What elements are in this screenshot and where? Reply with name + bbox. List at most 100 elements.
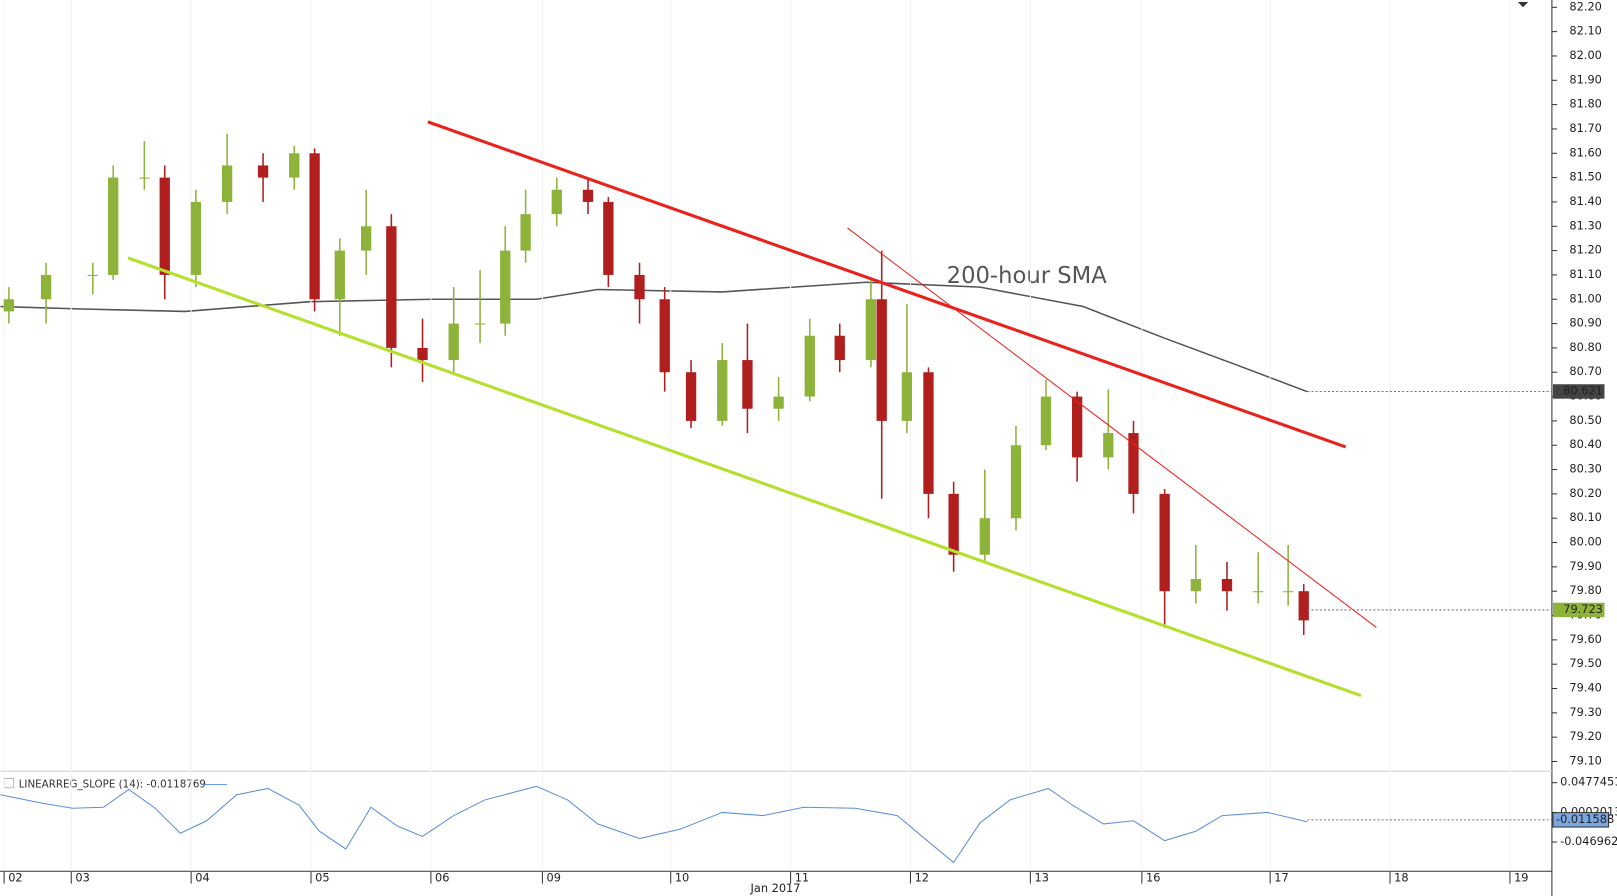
y-tick-label: 80.90 (1569, 316, 1601, 330)
y-tick-label: 82.10 (1569, 24, 1601, 38)
candle-body (659, 299, 670, 373)
indicator-title: LINEARREG_SLOPE (14): -0.0118769 (19, 779, 206, 791)
y-tick-label: 81.50 (1569, 170, 1601, 184)
marker-box (1552, 812, 1610, 828)
candle-body (551, 189, 562, 215)
candle-body (289, 153, 300, 178)
candle-body (309, 153, 320, 300)
y-tick-label: 80.00 (1569, 535, 1601, 549)
candle-body (603, 201, 614, 275)
sma-annotation: 200-hour SMA (947, 263, 1108, 289)
candle-body (1253, 591, 1264, 593)
candle-body (1282, 591, 1294, 593)
trendline (427, 120, 1347, 449)
y-tick-label: 80.30 (1569, 462, 1601, 476)
candle-body (190, 201, 202, 275)
candle-body (159, 177, 170, 275)
candle-body (257, 165, 269, 178)
y-tick-label: 0.0477451 (1560, 775, 1617, 789)
candle-body (1040, 396, 1052, 446)
candle-body (139, 177, 150, 179)
indicator-line (0, 785, 1308, 864)
y-tick-label: 81.60 (1569, 145, 1601, 159)
candle-body (901, 372, 913, 421)
candle-body (386, 226, 397, 348)
candle-body (979, 518, 990, 555)
candle-body (634, 274, 645, 300)
candle-body (361, 226, 372, 251)
y-tick-label: 81.40 (1569, 194, 1601, 208)
x-tick-label: 05 (315, 870, 329, 884)
candle-body (948, 493, 959, 555)
candle-body (742, 360, 753, 409)
x-axis-label: Jan 2017 (750, 881, 801, 895)
y-tick-label: 82.20 (1569, 0, 1601, 13)
y-tick-label: 81.00 (1569, 291, 1601, 305)
x-tick-label: 17 (1274, 870, 1288, 884)
candle-body (3, 299, 15, 312)
candle-body (108, 177, 119, 275)
candle-body (685, 372, 697, 421)
candle-body (474, 323, 486, 325)
y-tick-label: -0.0469626 (1560, 834, 1617, 848)
y-tick-label: 80.50 (1569, 413, 1601, 427)
candle-body (520, 214, 531, 251)
y-tick-label: 79.80 (1569, 583, 1601, 597)
x-tick-label: 02 (8, 870, 22, 884)
y-tick-label: 81.70 (1569, 121, 1601, 135)
y-tick-label: 79.90 (1569, 559, 1601, 573)
x-tick-label: 06 (435, 870, 449, 884)
candle-body (1190, 579, 1201, 592)
y-tick-label: 80.10 (1569, 510, 1601, 524)
y-tick-label: 81.20 (1569, 243, 1601, 257)
x-tick-label: 19 (1514, 870, 1528, 884)
candle-body (717, 360, 728, 421)
menu-arrow[interactable] (1517, 2, 1529, 8)
candle-body (1128, 433, 1139, 494)
candle-body (40, 274, 52, 300)
x-tick-label: 09 (547, 870, 561, 884)
x-tick-label: 11 (795, 870, 809, 884)
x-tick-label: 12 (915, 870, 929, 884)
candle-body (1221, 579, 1233, 592)
candle-body (582, 189, 594, 202)
candle-body (923, 372, 934, 494)
y-tick-label: 79.20 (1569, 729, 1601, 743)
y-tick-label: 79.60 (1569, 632, 1601, 646)
candle-body (448, 323, 459, 361)
y-tick-label: 79.40 (1569, 681, 1601, 695)
y-tick-label: 80.80 (1569, 340, 1601, 354)
price-marker-box (1552, 384, 1605, 399)
candle-body (1298, 591, 1309, 621)
x-tick-label: 03 (75, 870, 89, 884)
candle-body (1103, 433, 1114, 458)
y-tick-label: 80.70 (1569, 364, 1601, 378)
candle-body (773, 396, 784, 409)
y-tick-label: 80.20 (1569, 486, 1601, 500)
x-tick-label: 18 (1394, 870, 1408, 884)
y-tick-label: 81.80 (1569, 97, 1601, 111)
sma-line (0, 281, 1308, 393)
y-tick-label: 81.30 (1569, 218, 1601, 232)
x-tick-label: 13 (1034, 870, 1048, 884)
candle-body (221, 165, 233, 202)
x-tick-label: 16 (1146, 870, 1160, 884)
candle-body (87, 274, 98, 276)
y-tick-label: 79.50 (1569, 656, 1601, 670)
price-marker-label: 80.621 (1563, 383, 1603, 397)
candle-body (834, 335, 845, 361)
candle-body (417, 347, 428, 361)
candle-body (1071, 396, 1083, 458)
candle-body (804, 335, 815, 397)
candle-body (865, 299, 877, 361)
candle-body (1010, 445, 1022, 519)
y-tick-label: 81.10 (1569, 267, 1601, 281)
trendline (847, 227, 1377, 628)
price-marker-box (1552, 602, 1605, 618)
marker-label: -0.011588 (1556, 812, 1614, 826)
candle-body (1159, 493, 1170, 592)
trendline (127, 256, 1362, 698)
y-tick-label: 80.40 (1569, 437, 1601, 451)
